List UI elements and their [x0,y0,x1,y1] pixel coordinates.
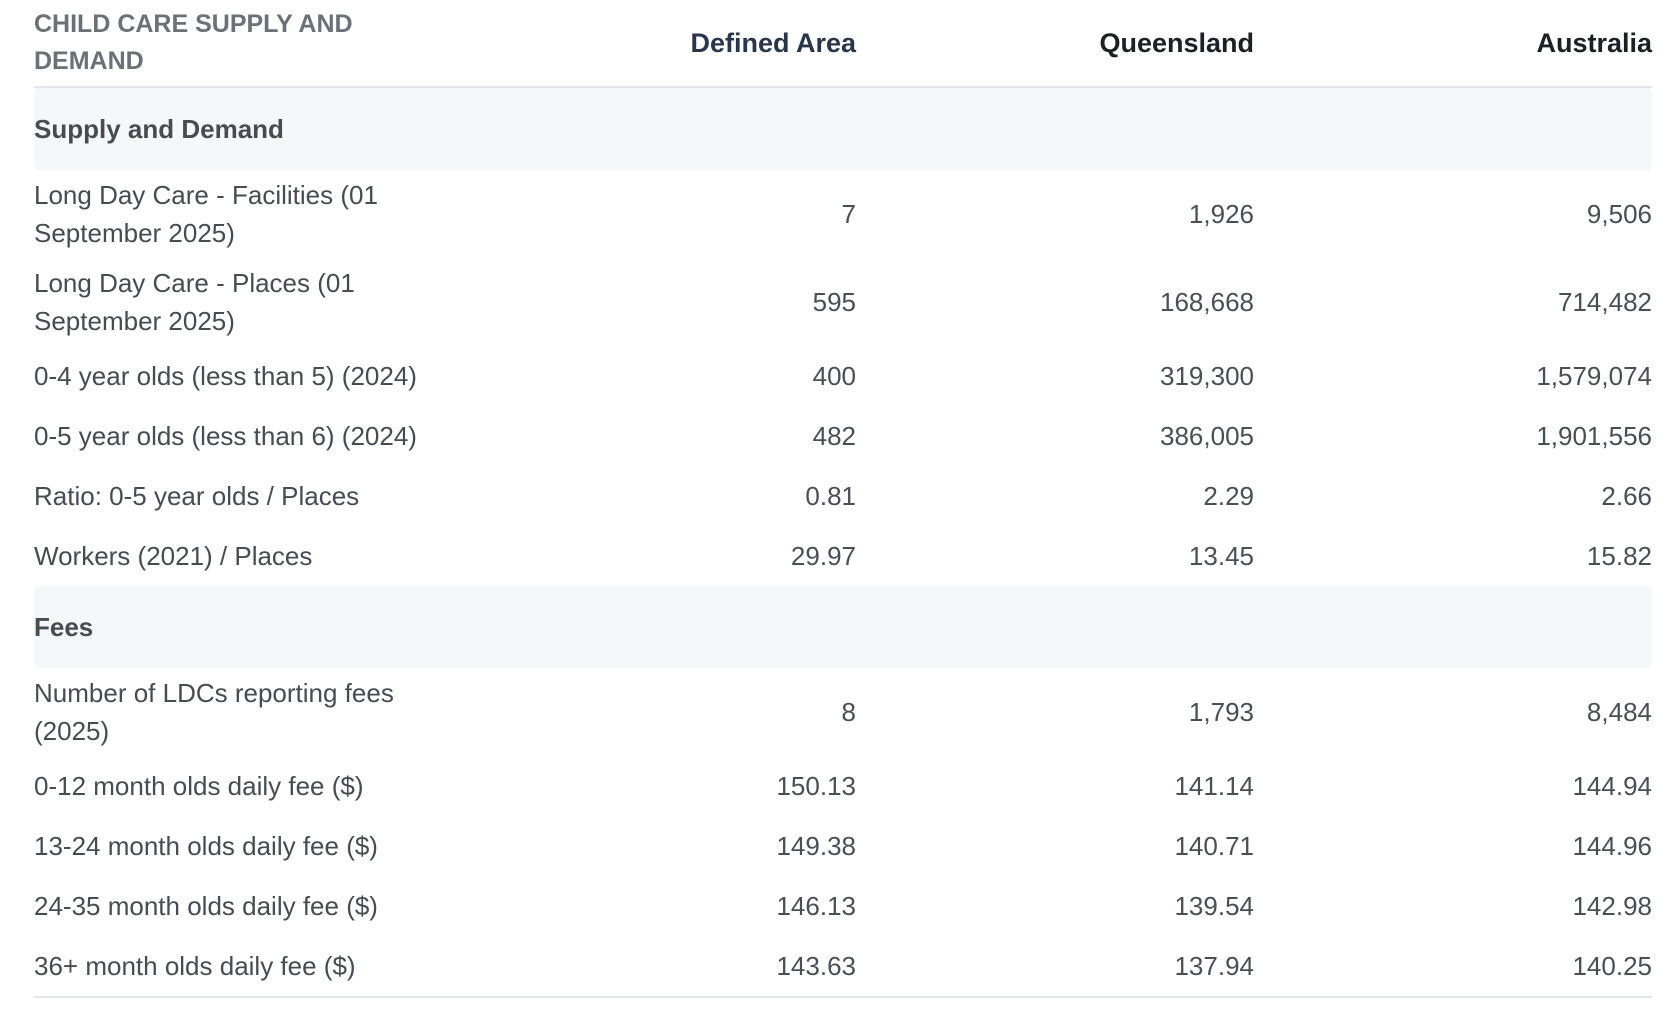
section-cell [856,87,1254,170]
section-title: Fees [34,586,460,668]
table-row: 24-35 month olds daily fee ($) 146.13 13… [34,876,1652,936]
defined-area-value: 7 [841,199,856,229]
table-row: Ratio: 0-5 year olds / Places 0.81 2.29 … [34,466,1652,526]
section-cell [460,87,856,170]
queensland-value: 2.29 [1203,481,1254,511]
table-body: Supply and Demand Long Day Care - Facili… [34,87,1652,998]
australia-value: 1,901,556 [1536,421,1652,451]
australia-value: 9,506 [1586,199,1652,229]
table-row: 0-12 month olds daily fee ($) 150.13 141… [34,756,1652,816]
queensland-value: 139.54 [1174,891,1254,921]
australia-value: 144.94 [1572,771,1652,801]
section-title: Supply and Demand [34,87,460,170]
defined-area-value: 143.63 [460,936,856,998]
defined-area-value: 8 [841,697,856,727]
queensland-value: 141.14 [1174,771,1254,801]
header-row: CHILD CARE SUPPLY AND DEMAND Defined Are… [34,0,1652,88]
queensland-value: 168,668 [1160,287,1254,317]
queensland-value: 140.71 [1174,831,1254,861]
table-row: Long Day Care - Facilities (01 September… [34,170,1652,258]
row-label: 13-24 month olds daily fee ($) [34,831,378,861]
row-label: Workers (2021) / Places [34,541,313,571]
header-label: CHILD CARE SUPPLY AND DEMAND [34,0,460,88]
defined-area-value: 29.97 [790,541,856,571]
defined-area-value: 150.13 [776,771,856,801]
child-care-supply-demand-table: CHILD CARE SUPPLY AND DEMAND Defined Are… [34,0,1652,998]
section-row-supply-demand: Supply and Demand [34,87,1652,170]
queensland-value: 1,926 [1188,199,1254,229]
section-cell [1254,586,1652,668]
defined-area-value: 595 [812,287,856,317]
section-row-fees: Fees [34,586,1652,668]
row-label: Number of LDCs reporting fees (2025) [34,678,394,746]
queensland-value: 319,300 [1160,361,1254,391]
table-row: 36+ month olds daily fee ($) 143.63 137.… [34,936,1652,998]
header-defined-area[interactable]: Defined Area [460,0,856,88]
queensland-value: 137.94 [856,936,1254,998]
australia-value: 2.66 [1601,481,1652,511]
defined-area-value: 149.38 [776,831,856,861]
defined-area-value: 146.13 [776,891,856,921]
row-label: 0-12 month olds daily fee ($) [34,771,364,801]
table-row: 0-5 year olds (less than 6) (2024) 482 3… [34,406,1652,466]
section-cell [856,586,1254,668]
table-row: Long Day Care - Places (01 September 202… [34,258,1652,346]
row-label: Ratio: 0-5 year olds / Places [34,481,360,511]
australia-value: 15.82 [1586,541,1652,571]
row-label: Long Day Care - Places (01 September 202… [34,268,355,336]
australia-value: 714,482 [1558,287,1652,317]
header-australia[interactable]: Australia [1254,0,1652,88]
australia-value: 144.96 [1572,831,1652,861]
table-row: 13-24 month olds daily fee ($) 149.38 14… [34,816,1652,876]
queensland-value: 1,793 [1188,697,1254,727]
row-label: 0-4 year olds (less than 5) (2024) [34,361,417,391]
australia-value: 142.98 [1572,891,1652,921]
australia-value: 1,579,074 [1536,361,1652,391]
queensland-value: 13.45 [1188,541,1254,571]
defined-area-value: 0.81 [805,481,856,511]
row-label: Long Day Care - Facilities (01 September… [34,180,378,248]
header-queensland[interactable]: Queensland [856,0,1254,88]
defined-area-value: 482 [812,421,856,451]
child-care-table-container: CHILD CARE SUPPLY AND DEMAND Defined Are… [34,0,1652,998]
table-header: CHILD CARE SUPPLY AND DEMAND Defined Are… [34,0,1652,88]
australia-value: 8,484 [1586,697,1652,727]
defined-area-value: 400 [812,361,856,391]
table-row: Number of LDCs reporting fees (2025) 8 1… [34,668,1652,756]
row-label: 36+ month olds daily fee ($) [34,936,460,998]
section-cell [460,586,856,668]
row-label: 24-35 month olds daily fee ($) [34,891,378,921]
australia-value: 140.25 [1254,936,1652,998]
table-row: 0-4 year olds (less than 5) (2024) 400 3… [34,346,1652,406]
table-row: Workers (2021) / Places 29.97 13.45 15.8… [34,526,1652,586]
row-label: 0-5 year olds (less than 6) (2024) [34,421,417,451]
section-cell [1254,87,1652,170]
queensland-value: 386,005 [1160,421,1254,451]
